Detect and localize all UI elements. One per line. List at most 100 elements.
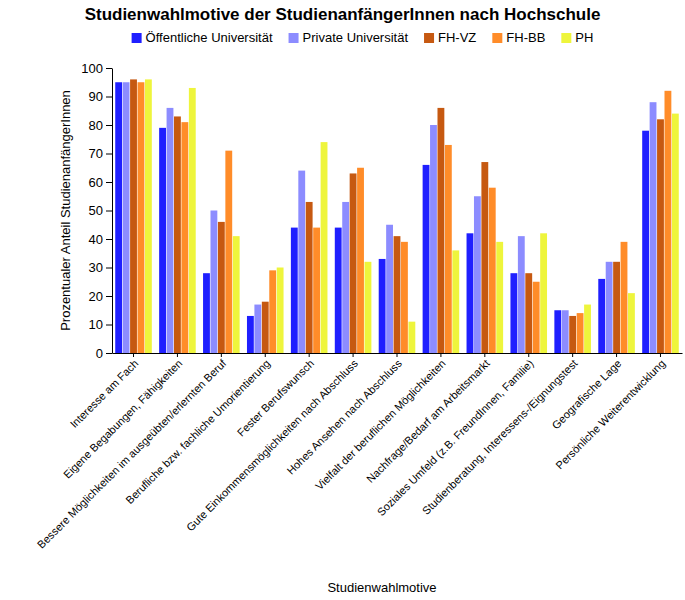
bar	[321, 142, 328, 353]
bar	[408, 322, 415, 353]
series	[130, 79, 664, 353]
legend-swatch	[492, 33, 502, 43]
bar	[115, 82, 122, 353]
tick-label: Persönliche Weiterentwicklung	[553, 357, 667, 471]
bar	[540, 233, 547, 353]
tick-label: 0	[96, 346, 103, 361]
tick: 70	[89, 146, 112, 161]
bar	[218, 222, 225, 353]
bar	[365, 262, 372, 353]
bar	[474, 196, 481, 353]
bar	[145, 79, 152, 353]
legend-swatch	[132, 33, 142, 43]
y-axis: 0102030405060708090100	[81, 61, 112, 361]
tick-label: Studienberatung, Interessens-/Eignungste…	[420, 357, 580, 517]
bar	[664, 91, 671, 353]
bar	[159, 128, 166, 353]
bar	[606, 262, 613, 353]
tick-mark	[106, 353, 112, 354]
legend-label: PH	[575, 30, 593, 45]
tick: Fester Berufswunsch	[235, 353, 317, 439]
tick-label: 50	[89, 203, 103, 218]
tick-mark	[106, 211, 112, 212]
bar	[518, 236, 525, 353]
tick-label: 80	[89, 118, 103, 133]
legend-item: FH-BB	[492, 30, 545, 45]
tick-mark	[353, 353, 354, 357]
tick-label: Fester Berufswunsch	[235, 357, 317, 439]
bar	[262, 302, 269, 353]
legend-label: FH-BB	[506, 30, 545, 45]
tick-mark	[106, 325, 112, 326]
tick: 50	[89, 203, 112, 218]
bar	[379, 259, 386, 353]
bar	[577, 313, 584, 353]
legend: Öffentliche Universität Private Universit…	[132, 30, 594, 45]
bar	[291, 228, 298, 353]
bar	[394, 236, 401, 353]
legend-label: Öffentliche Universität	[146, 30, 273, 45]
bar	[650, 102, 657, 353]
tick: Persönliche Weiterentwicklung	[553, 353, 667, 471]
tick-mark	[177, 353, 178, 357]
bar	[123, 82, 130, 353]
tick-mark	[660, 353, 661, 357]
tick-label: Gute Einkommensmöglichkeiten nach Abschl…	[184, 357, 361, 534]
x-axis: Interesse am FachEigene Begabungen, Fähi…	[35, 353, 683, 551]
tick-mark	[133, 353, 134, 357]
bar	[254, 305, 261, 353]
bars	[115, 79, 679, 353]
tick-mark	[221, 353, 222, 357]
tick-mark	[528, 353, 529, 357]
tick-label: 100	[81, 61, 103, 76]
bar	[225, 151, 232, 353]
tick: 10	[89, 317, 112, 332]
bar	[210, 211, 217, 354]
bar	[313, 228, 320, 353]
bar	[496, 242, 503, 353]
bar	[467, 233, 474, 353]
bar	[489, 188, 496, 353]
legend-item: PH	[561, 30, 593, 45]
tick-mark	[106, 125, 112, 126]
bar	[298, 171, 305, 353]
bar	[357, 168, 364, 353]
bar	[621, 242, 628, 353]
bar	[174, 116, 181, 353]
bar	[233, 236, 240, 353]
legend-label: Private Universität	[303, 30, 409, 45]
bar	[584, 305, 591, 353]
bar	[598, 279, 605, 353]
bar	[247, 316, 254, 353]
bar	[657, 119, 664, 353]
tick-mark	[106, 154, 112, 155]
series	[115, 82, 649, 353]
bar	[569, 316, 576, 353]
tick-label: Soziales Umfeld (z.B. FreundInnen, Famil…	[375, 357, 536, 518]
bar	[533, 282, 540, 353]
tick-label: 60	[89, 175, 103, 190]
bar	[437, 108, 444, 353]
tick-mark	[265, 353, 266, 357]
tick-mark	[440, 353, 441, 357]
tick-mark	[484, 353, 485, 357]
bar	[445, 145, 452, 353]
tick: Studienberatung, Interessens-/Eignungste…	[420, 353, 580, 517]
tick: 90	[89, 89, 112, 104]
bar	[138, 82, 145, 353]
bar	[642, 131, 649, 353]
bar	[189, 88, 196, 353]
legend-swatch	[289, 33, 299, 43]
bar	[562, 310, 569, 353]
tick-mark	[106, 296, 112, 297]
tick-label: 10	[89, 317, 103, 332]
legend-item: FH-VZ	[424, 30, 476, 45]
bar	[269, 270, 276, 353]
y-axis-title: Prozentualer Anteil StudienanfängerInnen	[58, 90, 73, 331]
bar	[167, 108, 174, 353]
tick: 40	[89, 232, 112, 247]
tick-label: 20	[89, 289, 103, 304]
bar	[203, 273, 210, 353]
bar	[277, 268, 284, 354]
tick: 0	[96, 346, 112, 361]
